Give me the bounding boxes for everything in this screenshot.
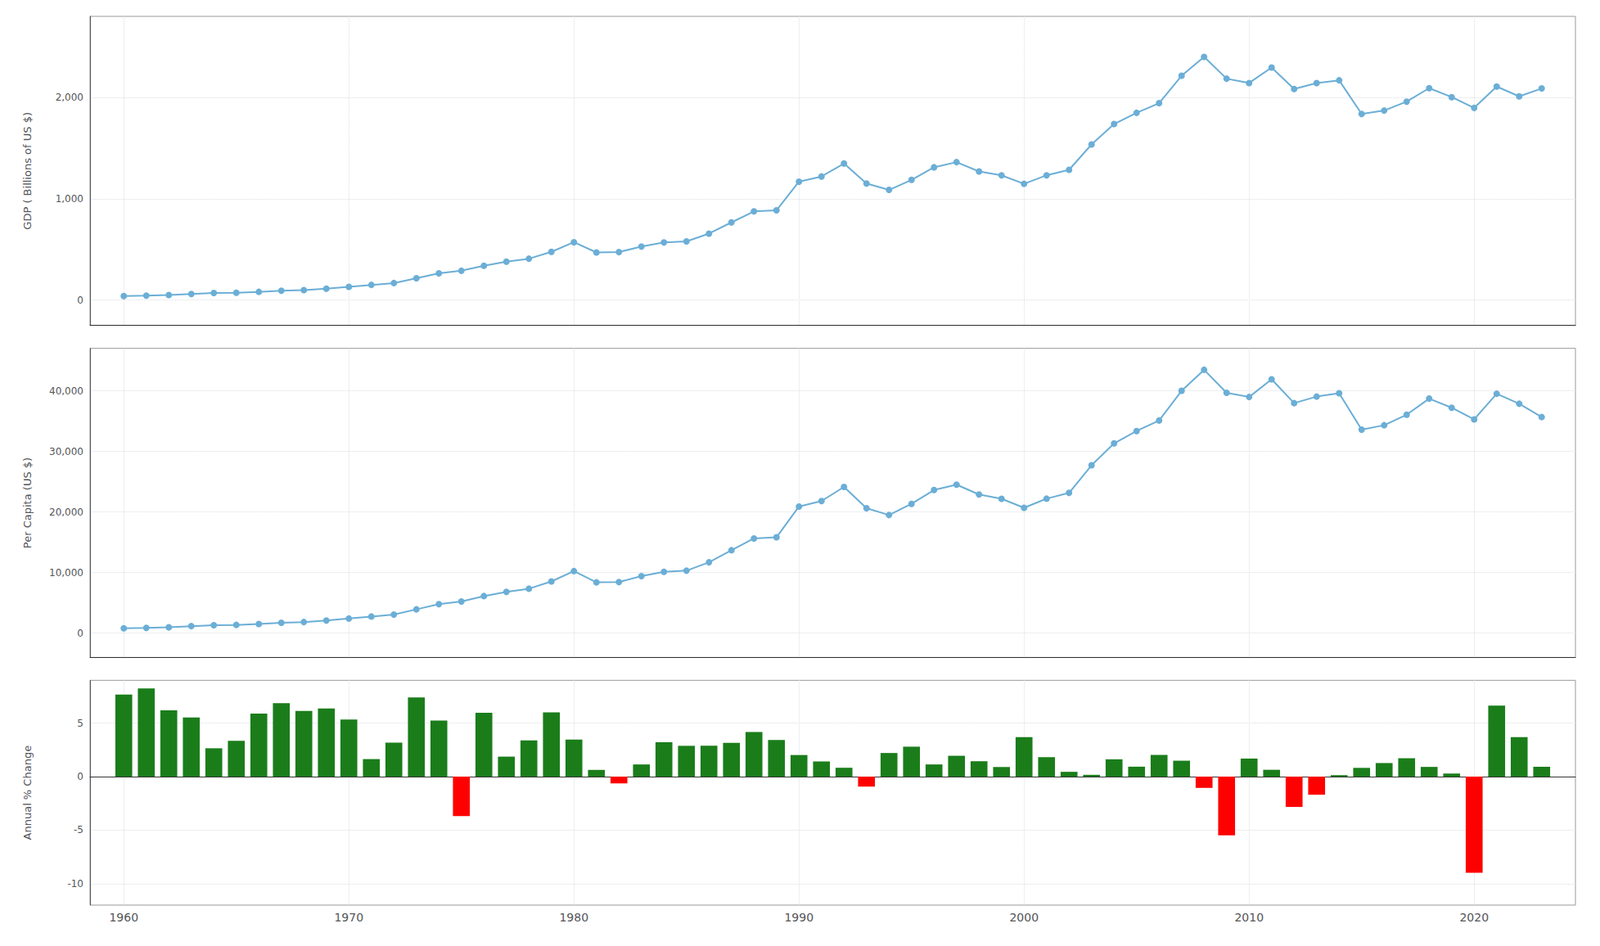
svg-text:5: 5 <box>76 717 84 730</box>
svg-text:1960: 1960 <box>108 910 139 924</box>
svg-text:10,000: 10,000 <box>49 567 84 579</box>
svg-text:1970: 1970 <box>333 910 364 924</box>
svg-text:Per Capita (US $): Per Capita (US $) <box>21 457 34 549</box>
svg-text:-5: -5 <box>73 824 84 836</box>
svg-text:1,000: 1,000 <box>55 193 84 205</box>
svg-text:-10: -10 <box>67 878 84 890</box>
svg-text:0: 0 <box>76 770 84 783</box>
svg-text:0: 0 <box>76 627 84 640</box>
svg-text:30,000: 30,000 <box>49 446 84 458</box>
svg-text:0: 0 <box>76 294 84 307</box>
svg-text:40,000: 40,000 <box>49 385 84 397</box>
svg-text:20,000: 20,000 <box>49 506 84 519</box>
svg-text:1990: 1990 <box>784 910 814 924</box>
svg-text:2010: 2010 <box>1234 910 1264 924</box>
svg-text:Annual % Change: Annual % Change <box>21 745 34 841</box>
svg-text:1980: 1980 <box>558 910 589 924</box>
svg-text:GDP ( Billions of US $): GDP ( Billions of US $) <box>21 112 34 230</box>
svg-text:2,000: 2,000 <box>55 91 84 104</box>
svg-text:2000: 2000 <box>1009 910 1039 924</box>
svg-text:2020: 2020 <box>1459 910 1489 924</box>
